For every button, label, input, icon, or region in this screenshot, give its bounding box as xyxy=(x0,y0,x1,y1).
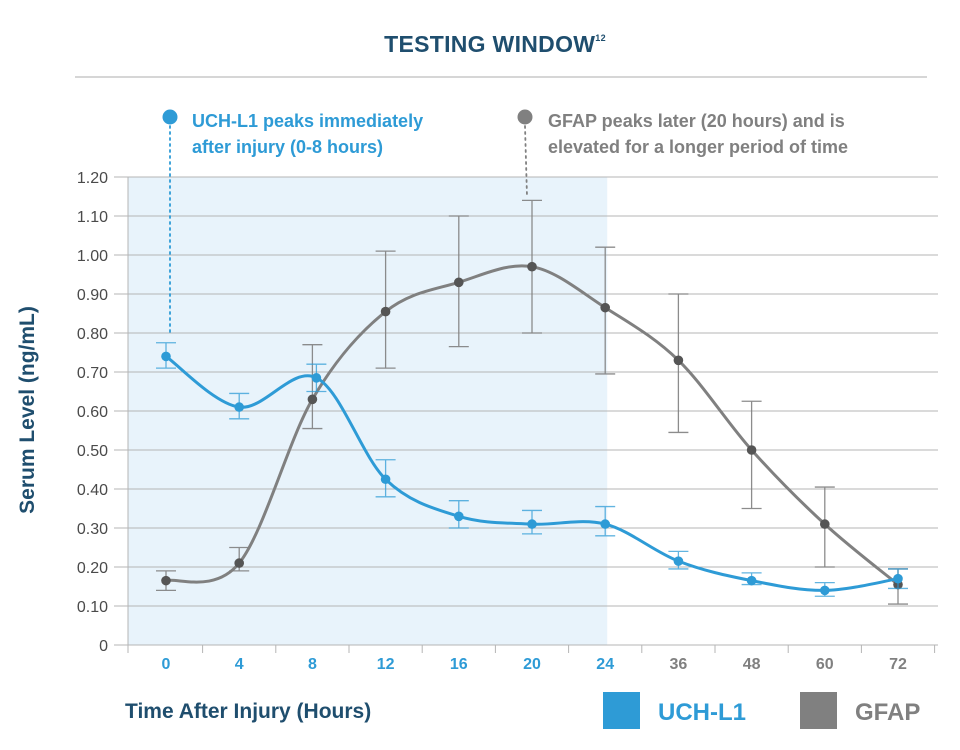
y-tick-1-20: 1.20 xyxy=(77,170,108,187)
point-gfap-60 xyxy=(820,519,830,529)
y-tick-0-60: 0.60 xyxy=(77,404,108,421)
annotation-gfap-marker xyxy=(517,109,533,125)
annotation-gfap-leader xyxy=(524,125,528,198)
point-uch-l1-24 xyxy=(600,519,610,529)
x-tick-60: 60 xyxy=(816,656,834,673)
point-gfap-12 xyxy=(380,306,391,317)
chart-title: TESTING WINDOW xyxy=(384,31,595,57)
point-uch-l1-48 xyxy=(746,575,757,586)
point-uch-l1-36 xyxy=(673,556,684,566)
svg-text:GFAP peaks later (20 hours) an: GFAP peaks later (20 hours) and is eleva… xyxy=(548,111,850,157)
x-tick-12: 12 xyxy=(377,656,395,673)
y-tick-0-20: 0.20 xyxy=(77,560,108,577)
point-uch-l1-8 xyxy=(311,373,322,383)
y-tick-0-30: 0.30 xyxy=(77,521,108,538)
y-tick-labels: 0 0.10 0.20 0.30 0.40 0.50 0.60 0.70 0.80 0.90 1.0… xyxy=(77,170,108,655)
annotation-gfap: GFAP peaks later (20 hours) and is eleva… xyxy=(517,109,850,157)
x-tick-72: 72 xyxy=(889,656,907,673)
error-bar-gfap-48 xyxy=(741,400,762,510)
point-uch-l1-20 xyxy=(527,519,537,529)
error-bars-uch-l1 xyxy=(156,342,908,597)
y-tick-1-10: 1.10 xyxy=(77,209,108,226)
series-uch-l1 xyxy=(156,342,908,597)
x-tick-36: 36 xyxy=(670,656,688,673)
error-bar-gfap-8 xyxy=(302,344,323,430)
point-uch-l1-4 xyxy=(234,402,244,412)
x-tick-8: 8 xyxy=(308,656,317,673)
x-axis-label: Time After Injury (Hours) xyxy=(125,700,371,723)
annotation-gfap-line-2: elevated for a longer period of time xyxy=(548,137,848,157)
legend-label-uchl1: UCH-L1 xyxy=(658,699,746,726)
point-gfap-0 xyxy=(161,575,171,586)
legend: UCH-L1 GFAP xyxy=(603,692,920,729)
x-tick-labels: 0 4 8 12 16 20 24 36 48 60 72 xyxy=(162,656,907,673)
x-tick-16: 16 xyxy=(450,656,468,673)
chart-title-group: TESTING WINDOW12 xyxy=(75,31,927,78)
x-tick-4: 4 xyxy=(235,656,244,673)
y-tick-0-70: 0.70 xyxy=(77,365,108,382)
point-uch-l1-60 xyxy=(820,585,830,596)
series-layer xyxy=(156,125,908,605)
legend-label-gfap: GFAP xyxy=(855,699,920,726)
point-gfap-24 xyxy=(600,302,610,313)
point-uch-l1-0 xyxy=(161,351,171,362)
chart-title-superscript: 12 xyxy=(595,33,606,43)
point-uch-l1-12 xyxy=(380,474,391,485)
x-tick-0: 0 xyxy=(162,656,171,673)
annotation-gfap-line-1: GFAP peaks later (20 hours) and is xyxy=(548,111,845,131)
y-tick-0-90: 0.90 xyxy=(77,287,108,304)
point-gfap-20 xyxy=(527,261,537,272)
point-gfap-16 xyxy=(454,277,464,288)
point-gfap-8 xyxy=(307,394,318,405)
x-tick-24: 24 xyxy=(596,656,614,673)
grid-layer xyxy=(114,176,938,653)
annotation-uchl1: UCH-L1 peaks immediately after injury (0… xyxy=(162,109,428,157)
y-tick-0-50: 0.50 xyxy=(77,443,108,460)
y-tick-1-00: 1.00 xyxy=(77,248,108,265)
series-line-uch-l1 xyxy=(164,354,900,592)
y-tick-0-80: 0.80 xyxy=(77,326,108,343)
annotation-uchl1-line-1: UCH-L1 peaks immediately xyxy=(192,111,423,131)
svg-text:TESTING WINDOW12: TESTING WINDOW12 xyxy=(384,31,606,57)
annotation-uchl1-line-2: after injury (0-8 hours) xyxy=(192,137,383,157)
point-gfap-48 xyxy=(746,445,757,455)
annotation-uchl1-marker xyxy=(162,109,178,125)
point-gfap-4 xyxy=(234,558,244,568)
legend-swatch-uchl1 xyxy=(603,692,640,729)
legend-swatch-gfap xyxy=(800,692,837,729)
y-axis-label: Serum Level (ng/mL) xyxy=(16,306,39,514)
x-tick-20: 20 xyxy=(523,656,541,673)
svg-text:UCH-L1 peaks immediately: UCH-L1 peaks immediately after injury (0… xyxy=(192,111,428,157)
point-uch-l1-72 xyxy=(893,573,903,584)
x-tick-48: 48 xyxy=(743,656,761,673)
point-uch-l1-16 xyxy=(454,511,464,522)
y-tick-0: 0 xyxy=(99,638,108,655)
y-tick-0-10: 0.10 xyxy=(77,599,108,616)
y-tick-0-40: 0.40 xyxy=(77,482,108,499)
point-gfap-36 xyxy=(673,355,684,366)
